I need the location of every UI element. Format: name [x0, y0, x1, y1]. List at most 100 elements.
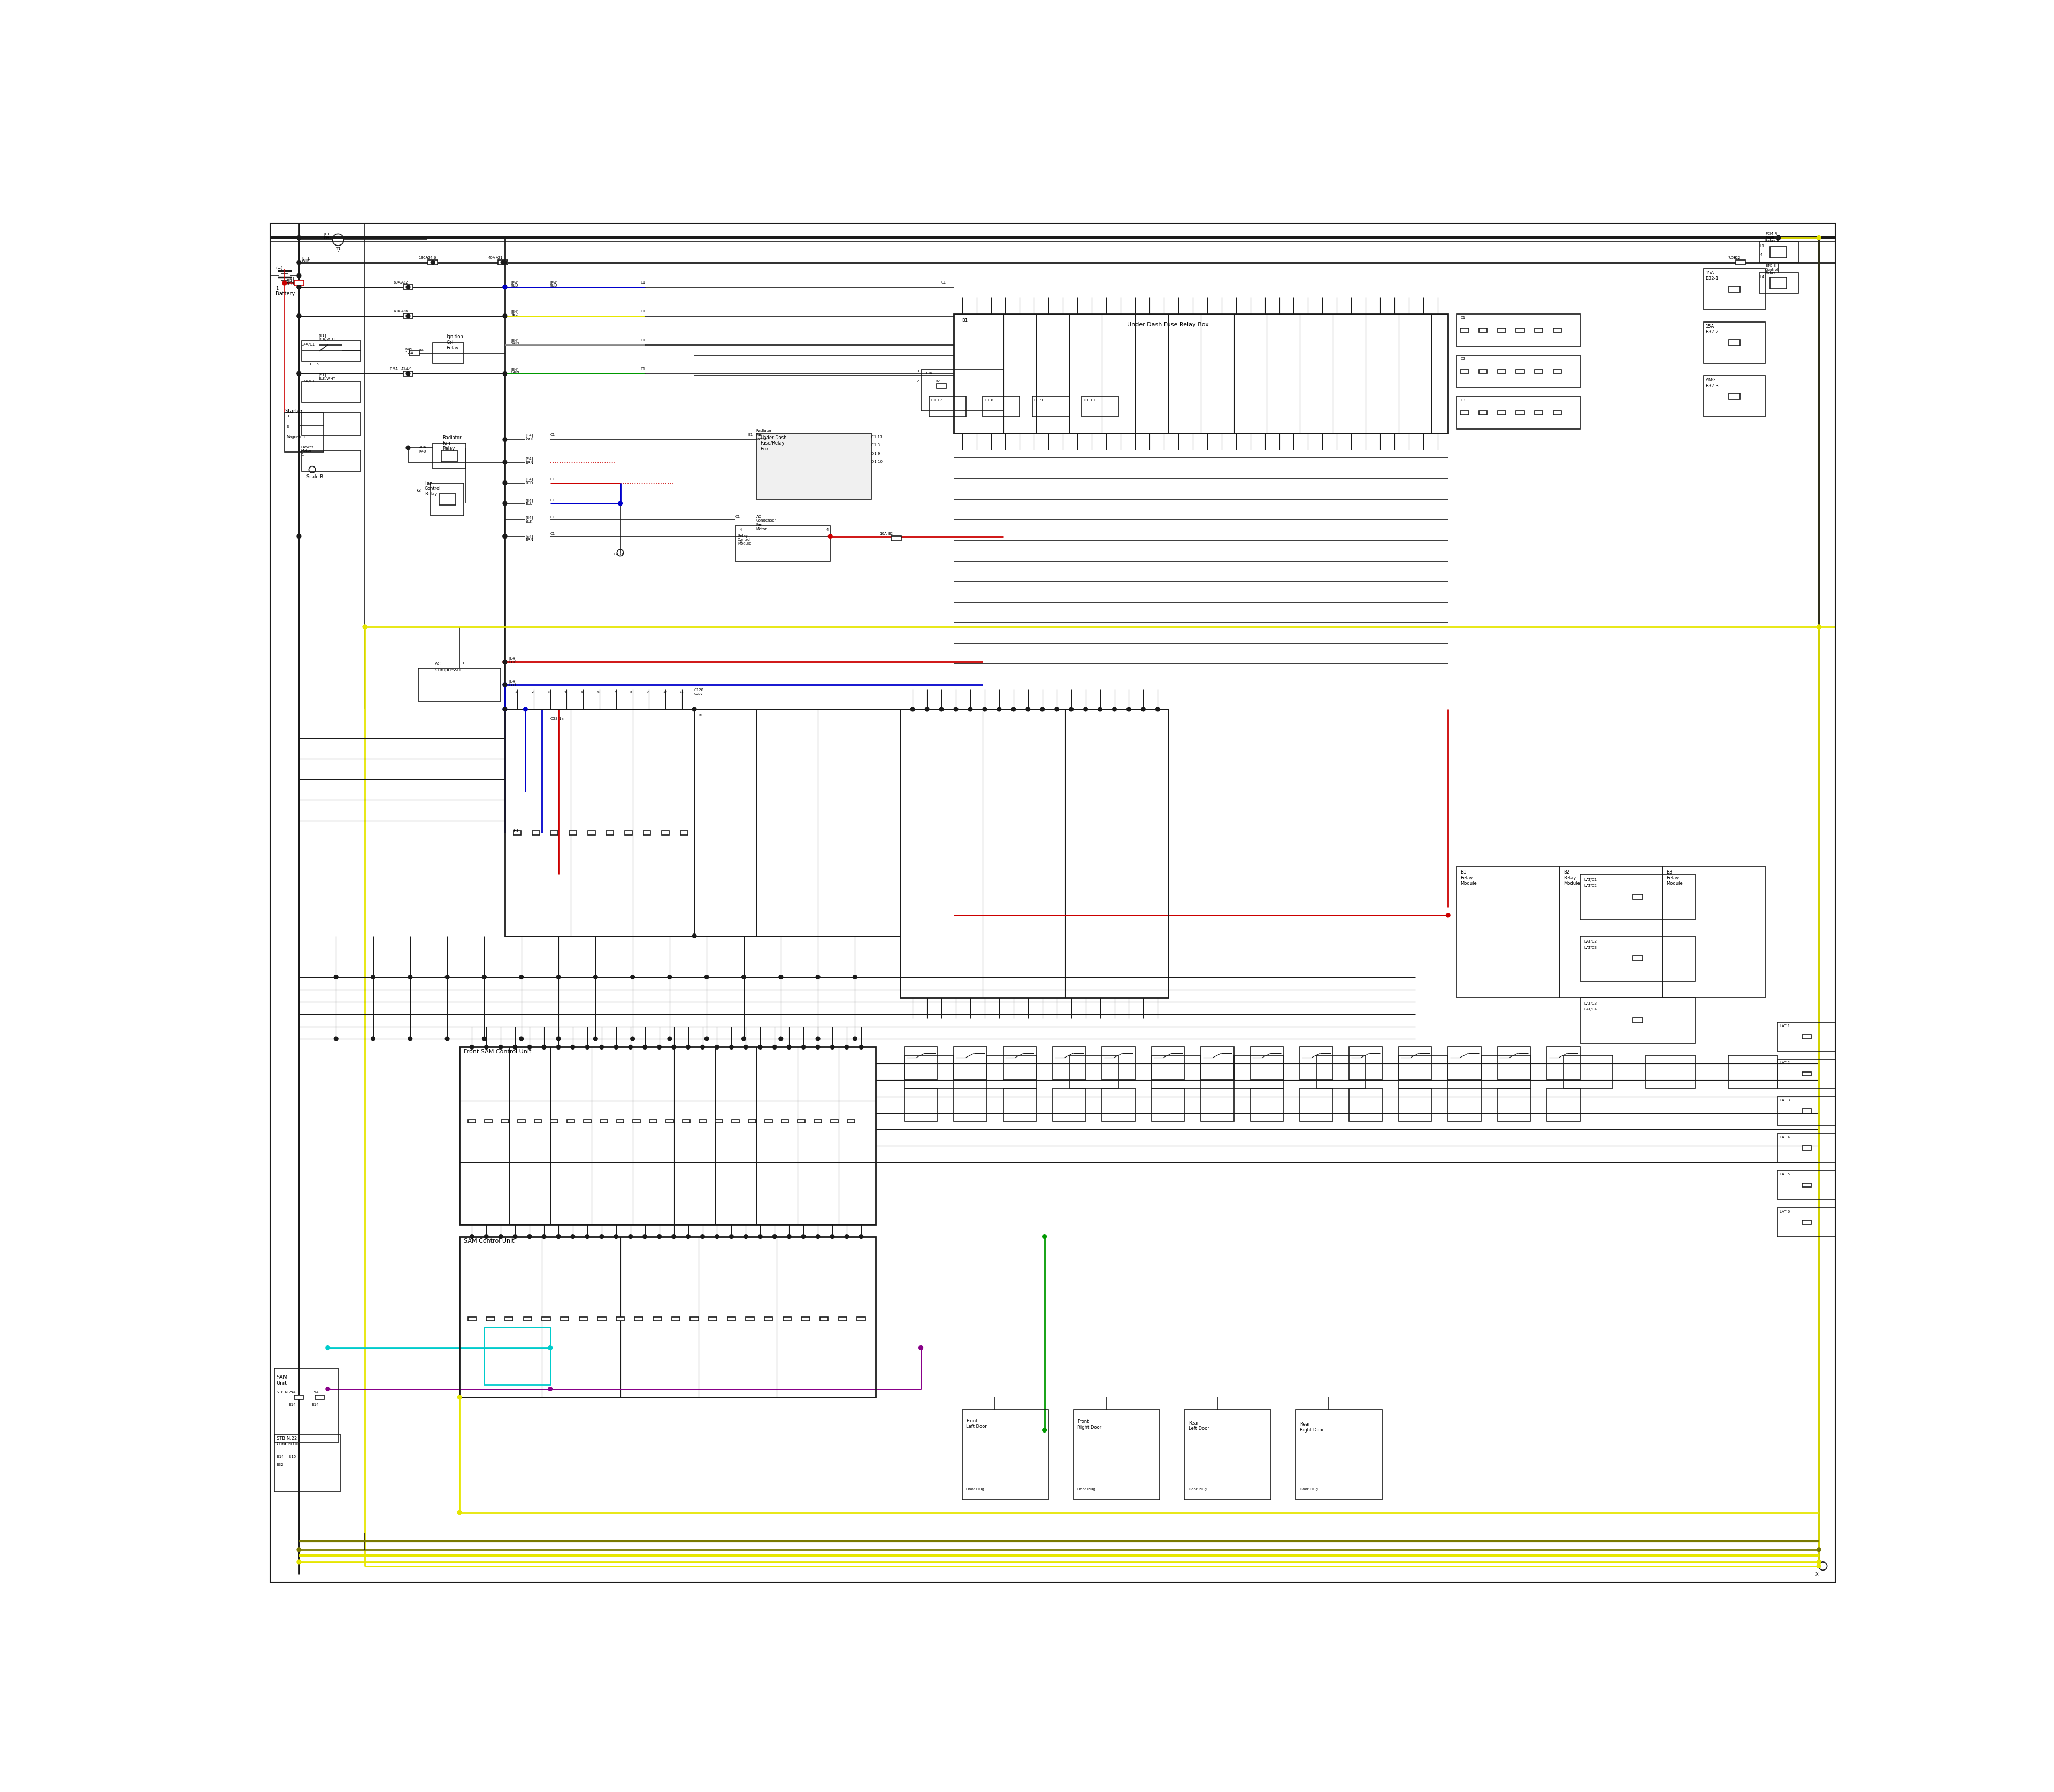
Text: 3: 3: [548, 690, 550, 694]
Circle shape: [335, 1038, 339, 1041]
Bar: [953, 1088, 986, 1122]
Text: [E1]: [E1]: [288, 280, 294, 283]
Bar: [1801, 1034, 1812, 1039]
Circle shape: [485, 1235, 489, 1238]
Text: ETC-S: ETC-S: [1764, 265, 1777, 267]
Circle shape: [715, 1045, 719, 1048]
Bar: [468, 1317, 477, 1321]
Bar: [1479, 410, 1487, 414]
Text: K8: K8: [417, 489, 421, 493]
Text: LAT 5: LAT 5: [1779, 1172, 1789, 1176]
Bar: [1553, 369, 1561, 373]
Circle shape: [503, 534, 507, 538]
Circle shape: [772, 1045, 776, 1048]
Text: B14    B15: B14 B15: [277, 1455, 296, 1459]
Text: 9: 9: [647, 690, 649, 694]
Bar: [1758, 242, 1797, 262]
Text: 1: 1: [288, 414, 290, 418]
Text: 1: 1: [462, 661, 464, 665]
Bar: [682, 1120, 690, 1124]
Text: STB N.22
Connector: STB N.22 Connector: [277, 1437, 300, 1446]
Text: [E1]: [E1]: [318, 333, 327, 337]
Circle shape: [503, 285, 507, 289]
Bar: [1727, 1055, 1777, 1088]
Text: 10: 10: [663, 690, 668, 694]
Circle shape: [446, 1038, 450, 1041]
Bar: [633, 1120, 641, 1124]
Bar: [635, 1317, 643, 1321]
Circle shape: [298, 1548, 302, 1552]
Text: WHT: WHT: [526, 437, 534, 441]
Circle shape: [700, 1045, 705, 1048]
Bar: [1349, 1047, 1382, 1081]
Bar: [1516, 369, 1524, 373]
Bar: [1002, 1088, 1035, 1122]
Text: C1: C1: [641, 367, 645, 371]
Text: Front
Left Door: Front Left Door: [965, 1419, 986, 1428]
Bar: [440, 493, 456, 505]
Bar: [764, 1317, 772, 1321]
Text: Rear
Left Door: Rear Left Door: [1189, 1421, 1210, 1432]
Bar: [1497, 1088, 1530, 1122]
Text: 1: 1: [916, 369, 920, 373]
Text: Condenser: Condenser: [756, 520, 776, 521]
Circle shape: [446, 975, 450, 978]
Bar: [1729, 287, 1740, 292]
Bar: [891, 536, 902, 541]
Bar: [1534, 410, 1543, 414]
Circle shape: [741, 1038, 746, 1041]
Circle shape: [458, 1511, 462, 1514]
Bar: [1703, 269, 1764, 310]
Bar: [1801, 1109, 1812, 1113]
Circle shape: [557, 975, 561, 978]
Bar: [598, 1317, 606, 1321]
Circle shape: [1816, 625, 1820, 629]
Bar: [468, 1120, 477, 1124]
Bar: [433, 342, 464, 364]
Text: C2: C2: [1460, 357, 1465, 360]
Text: C1: C1: [941, 281, 947, 285]
Text: 1: 1: [337, 251, 339, 254]
Circle shape: [407, 446, 411, 450]
Text: C1 17: C1 17: [930, 398, 943, 401]
Bar: [694, 710, 900, 935]
Text: B22: B22: [1734, 256, 1740, 260]
Text: YEL: YEL: [511, 314, 518, 315]
Text: Rear
Right Door: Rear Right Door: [1300, 1421, 1325, 1432]
Text: Ignition
Coil
Relay: Ignition Coil Relay: [446, 335, 464, 351]
Bar: [680, 831, 688, 835]
Circle shape: [542, 1235, 546, 1238]
Text: Relay 1: Relay 1: [1764, 238, 1779, 242]
Circle shape: [283, 281, 288, 285]
Bar: [1070, 1055, 1119, 1088]
Circle shape: [528, 1045, 532, 1048]
Text: C1: C1: [641, 310, 645, 314]
Text: F1: F1: [290, 276, 294, 280]
Bar: [460, 1047, 875, 1224]
Circle shape: [1777, 235, 1781, 240]
Text: 5: 5: [581, 690, 583, 694]
Bar: [961, 1410, 1048, 1500]
Text: WHT: WHT: [325, 235, 333, 238]
Bar: [1251, 1088, 1284, 1122]
Text: [E4]: [E4]: [526, 498, 534, 502]
Bar: [797, 1120, 805, 1124]
Text: SAM
Unit: SAM Unit: [277, 1374, 288, 1385]
Circle shape: [778, 1038, 783, 1041]
Bar: [624, 831, 633, 835]
Bar: [1633, 957, 1643, 961]
Text: 15A
B32-2: 15A B32-2: [1705, 324, 1719, 335]
Circle shape: [501, 260, 505, 265]
Text: BLU: BLU: [511, 285, 518, 287]
Bar: [690, 1317, 698, 1321]
Circle shape: [692, 934, 696, 937]
Bar: [900, 710, 1169, 998]
Text: D1 9: D1 9: [871, 452, 881, 455]
Circle shape: [503, 534, 507, 538]
Circle shape: [600, 1045, 604, 1048]
Text: C1 8: C1 8: [984, 398, 994, 401]
Bar: [314, 1396, 325, 1400]
Text: 16A/C1: 16A/C1: [302, 380, 314, 383]
Circle shape: [298, 371, 302, 376]
Bar: [1456, 314, 1580, 348]
